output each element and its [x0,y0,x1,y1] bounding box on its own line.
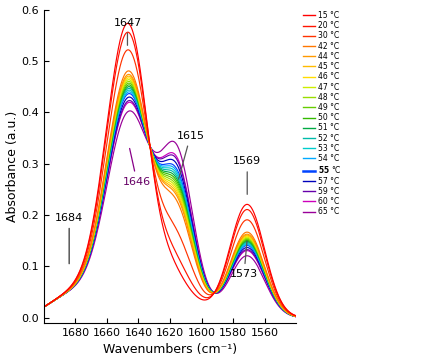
Text: 1615: 1615 [176,131,204,179]
Text: 1684: 1684 [55,213,83,264]
Text: 1647: 1647 [113,17,142,45]
X-axis label: Wavenumbers (cm⁻¹): Wavenumbers (cm⁻¹) [103,344,237,357]
Text: 1569: 1569 [233,156,261,194]
Y-axis label: Absorbance (a.u.): Absorbance (a.u.) [6,111,19,222]
Legend: 15 °C, 20 °C, 30 °C, 42 °C, 44 °C, 45 °C, 46 °C, 47 °C, 48 °C, 49 °C, 50 °C, 51 : 15 °C, 20 °C, 30 °C, 42 °C, 44 °C, 45 °C… [303,10,342,217]
Text: 1646: 1646 [123,148,151,186]
Text: 1573: 1573 [230,241,258,279]
